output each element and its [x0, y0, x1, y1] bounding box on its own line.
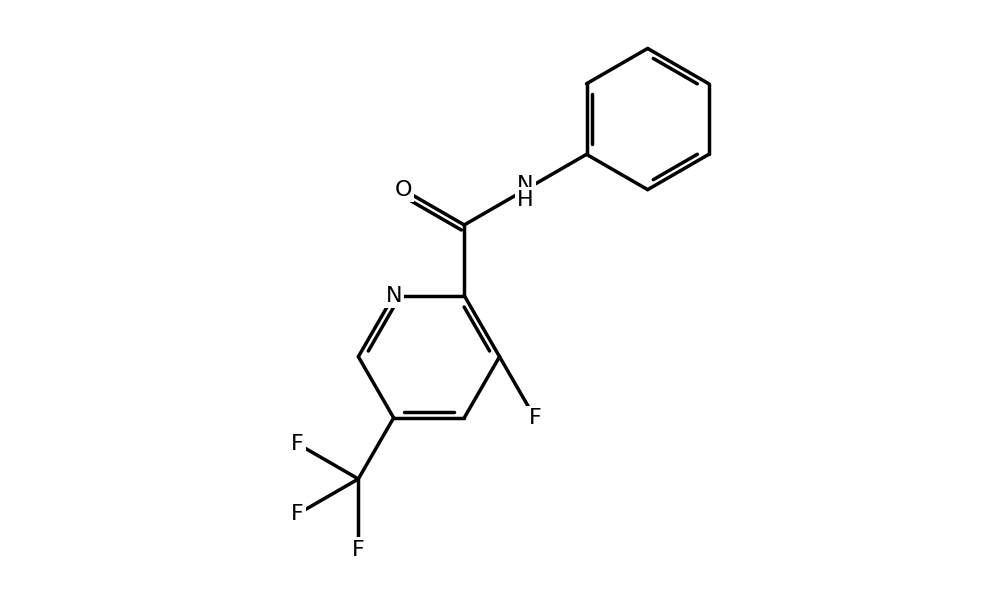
Text: H: H: [517, 190, 534, 210]
Text: N: N: [385, 285, 401, 306]
Text: F: F: [352, 539, 365, 560]
Text: F: F: [291, 434, 304, 454]
Text: F: F: [528, 408, 541, 428]
Text: F: F: [291, 504, 304, 524]
Text: N: N: [517, 175, 533, 195]
Text: O: O: [394, 179, 411, 200]
